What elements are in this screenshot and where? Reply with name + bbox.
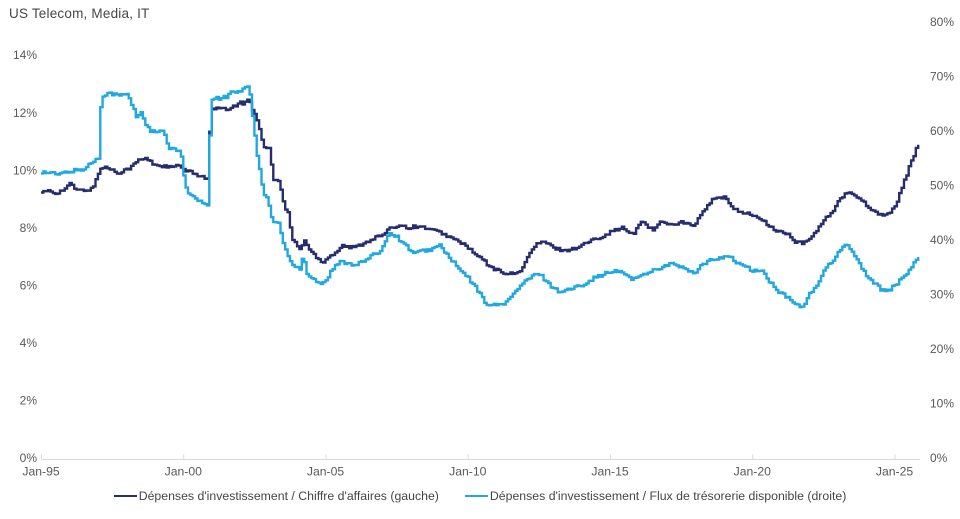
series-line-capex-fcf [41, 85, 920, 309]
series-line-capex-revenue [41, 98, 920, 276]
y-axis-right-tick-label: 60% [930, 124, 954, 138]
y-axis-left-tick-label: 10% [13, 163, 37, 177]
y-axis-left-tick-label: 4% [20, 336, 38, 350]
x-axis-tick-label: Jan-05 [307, 465, 344, 479]
x-axis-tick-label: Jan-10 [449, 465, 486, 479]
legend-label-capex-fcf: Dépenses d'investissement / Flux de trés… [489, 489, 847, 503]
chart-legend: Dépenses d'investissement / Chiffre d'af… [0, 489, 960, 503]
y-axis-right-tick-label: 80% [930, 15, 954, 29]
chart-title: US Telecom, Media, IT [9, 6, 150, 21]
y-axis-left-tick-label: 8% [20, 221, 38, 235]
y-axis-right-tick-label: 20% [930, 342, 954, 356]
y-axis-left-tick-label: 2% [20, 394, 38, 408]
x-axis-tick-label: Jan-95 [22, 465, 59, 479]
y-axis-right-tick-label: 10% [930, 397, 954, 411]
y-axis-left-tick-label: 6% [20, 278, 38, 292]
legend-line-swatch-lightblue [464, 494, 488, 498]
x-axis-tick-label: Jan-20 [734, 465, 771, 479]
y-axis-right-tick-label: 30% [930, 288, 954, 302]
x-axis-tick-label: Jan-25 [876, 465, 913, 479]
y-axis-right-tick-label: 0% [930, 451, 948, 465]
x-axis-tick-label: Jan-00 [165, 465, 202, 479]
legend-item-capex-fcf: Dépenses d'investissement / Flux de trés… [464, 489, 847, 503]
y-axis-right-tick-label: 70% [930, 70, 954, 84]
x-axis-tick-label: Jan-15 [591, 465, 628, 479]
line-chart-plot: Jan-95 Jan-00 Jan-05 Jan-10 Jan-15 Jan-20 Jan-… [13, 15, 954, 479]
legend-item-capex-revenue: Dépenses d'investissement / Chiffre d'af… [113, 489, 439, 503]
legend-label-capex-revenue: Dépenses d'investissement / Chiffre d'af… [138, 489, 439, 503]
y-axis-left-tick-label: 14% [13, 48, 37, 62]
legend-line-swatch-navy [113, 494, 137, 498]
y-axis-left-tick-label: 12% [13, 106, 37, 120]
y-axis-left-tick-label: 0% [20, 451, 38, 465]
y-axis-right-tick-label: 50% [930, 179, 954, 193]
y-axis-right-tick-label: 40% [930, 233, 954, 247]
